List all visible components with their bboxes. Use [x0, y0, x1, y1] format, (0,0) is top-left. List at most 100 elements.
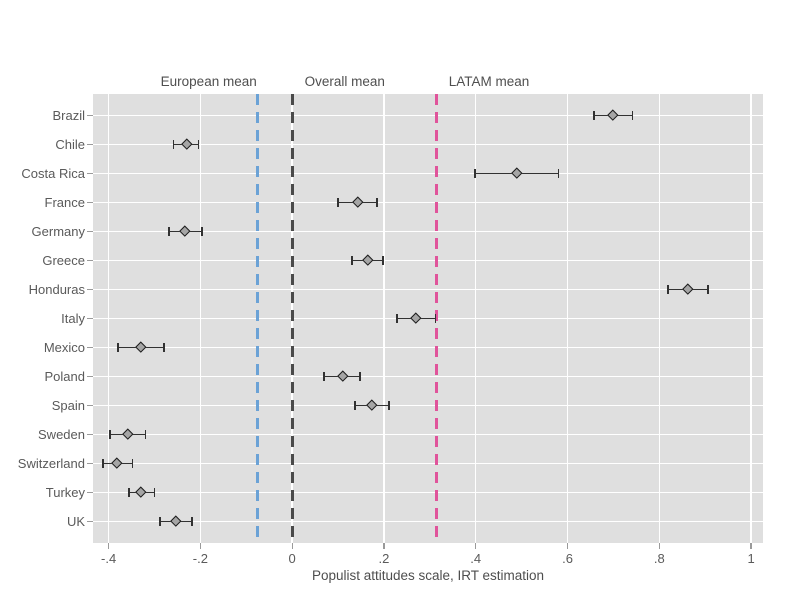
ci-cap-right — [359, 372, 361, 381]
ci-bar — [102, 457, 134, 470]
ci-bar — [593, 109, 634, 122]
y-axis-tick — [87, 114, 93, 117]
country-label: Italy — [61, 310, 85, 326]
reference-line-label: LATAM mean — [448, 74, 530, 89]
reference-line-overall-mean — [291, 94, 295, 543]
point-estimate-marker — [111, 457, 123, 469]
ci-cap-right — [131, 459, 134, 468]
ci-cap-right — [144, 430, 147, 439]
x-axis-tick — [750, 543, 752, 549]
y-gridline — [93, 172, 763, 175]
y-axis-tick — [87, 259, 93, 262]
y-axis-tick — [87, 317, 93, 320]
ci-cap-right — [197, 140, 200, 149]
point-estimate-marker — [366, 399, 378, 411]
y-gridline — [93, 288, 763, 291]
country-label: Chile — [55, 136, 85, 152]
point-estimate-marker — [362, 254, 374, 266]
y-gridline — [93, 259, 763, 262]
point-estimate-marker — [122, 428, 134, 440]
y-axis-tick — [87, 404, 93, 407]
x-tick-label: 1 — [747, 551, 755, 566]
country-label: Germany — [31, 223, 85, 239]
y-axis-tick — [87, 346, 93, 349]
y-axis-tick — [87, 462, 93, 465]
country-label: Honduras — [28, 281, 85, 297]
ci-cap-left — [159, 517, 161, 526]
ci-cap-left — [351, 256, 353, 265]
x-tick-label: 0 — [288, 551, 296, 566]
country-label: UK — [66, 513, 85, 529]
country-label: Turkey — [45, 484, 85, 500]
country-label: Switzerland — [17, 455, 85, 471]
y-axis-tick — [87, 433, 93, 436]
y-axis-tick — [87, 375, 93, 378]
x-tick-label: .6 — [562, 551, 573, 566]
ci-cap-left — [128, 488, 130, 497]
ci-cap-left — [109, 430, 111, 439]
ci-cap-right — [631, 111, 634, 120]
ci-bar — [109, 428, 147, 441]
x-axis-tick — [108, 543, 110, 549]
country-label: Spain — [51, 397, 85, 413]
y-gridline — [93, 143, 763, 146]
ci-cap-left — [667, 285, 669, 294]
y-gridline — [93, 404, 763, 407]
point-estimate-marker — [337, 370, 349, 382]
y-gridline — [93, 230, 763, 233]
ci-bar — [323, 370, 361, 383]
y-axis-tick — [87, 288, 93, 291]
point-estimate-marker — [607, 109, 618, 121]
point-estimate-marker — [179, 225, 191, 237]
x-tick-label: .4 — [470, 551, 482, 566]
y-gridline — [93, 114, 763, 117]
ci-cap-right — [707, 285, 709, 294]
ci-bar — [337, 196, 378, 209]
reference-line-label: European mean — [160, 74, 257, 89]
reference-line-label: Overall mean — [304, 74, 385, 89]
ci-cap-right — [153, 488, 156, 497]
y-gridline — [93, 346, 763, 349]
ci-bar — [351, 254, 384, 267]
ci-cap-right — [163, 343, 166, 352]
y-gridline — [93, 462, 763, 465]
x-axis-tick — [383, 543, 385, 549]
ci-bar — [128, 486, 156, 499]
ci-bar — [396, 312, 437, 325]
x-tick-label: .2 — [378, 551, 390, 566]
ci-bar — [354, 399, 390, 412]
y-gridline — [93, 375, 763, 378]
y-axis-tick — [87, 520, 93, 523]
ci-cap-right — [382, 256, 384, 265]
ci-bar — [159, 515, 194, 528]
x-tick-label: -.4 — [101, 551, 117, 566]
y-gridline — [93, 433, 763, 436]
x-axis-tick — [291, 543, 293, 549]
point-estimate-marker — [135, 341, 147, 353]
point-estimate-marker — [410, 312, 422, 324]
ci-bar — [117, 341, 166, 354]
ci-cap-right — [191, 517, 194, 526]
ci-cap-left — [168, 227, 170, 236]
ci-cap-left — [117, 343, 119, 352]
y-axis-tick — [87, 230, 93, 233]
y-gridline — [93, 491, 763, 494]
ci-bar — [667, 283, 709, 296]
x-tick-label: -.2 — [192, 551, 208, 566]
point-estimate-marker — [135, 486, 147, 498]
point-estimate-marker — [511, 167, 523, 179]
point-estimate-marker — [180, 138, 192, 150]
ci-cap-left — [172, 140, 175, 149]
ci-cap-right — [201, 227, 203, 236]
country-label: Sweden — [38, 426, 85, 442]
country-label: Poland — [44, 368, 85, 384]
ci-cap-right — [376, 198, 378, 207]
ci-cap-left — [474, 169, 476, 178]
ci-bar — [168, 225, 203, 238]
country-label: Greece — [42, 252, 85, 268]
point-estimate-marker — [352, 196, 364, 208]
country-label: Mexico — [43, 339, 85, 355]
ci-cap-left — [593, 111, 595, 120]
y-gridline — [93, 201, 763, 204]
